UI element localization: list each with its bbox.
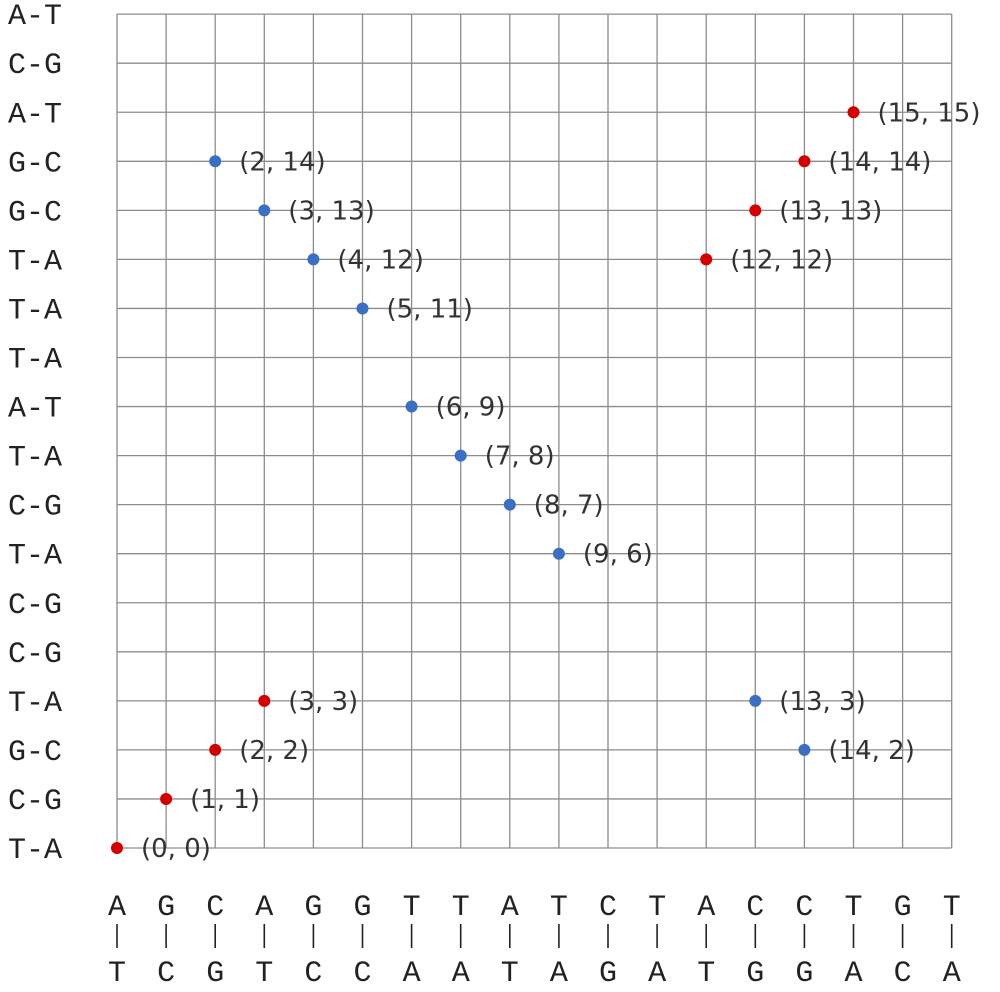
data-point-label: (1, 1) — [190, 785, 260, 815]
data-point-label: (9, 6) — [583, 540, 653, 570]
data-point — [405, 400, 418, 413]
data-point — [847, 106, 860, 119]
y-axis-label: T-A — [8, 294, 62, 328]
data-point-label: (5, 11) — [387, 294, 473, 324]
y-axis-label: G-C — [8, 196, 62, 230]
y-axis-label: C-G — [8, 638, 62, 672]
x-axis-bottom-base: A — [550, 957, 568, 991]
data-point — [160, 792, 173, 805]
x-axis-top-base: G — [157, 891, 175, 925]
data-points: (0, 0) (1, 1) (2, 2) (3, 3) (12, 12) (13, 13)… — [111, 98, 980, 864]
x-axis-bottom-base: G — [599, 957, 617, 991]
x-axis-bottom-base: A — [844, 957, 862, 991]
data-point — [749, 694, 762, 707]
data-point — [503, 498, 516, 511]
x-axis-bottom-base: T — [501, 957, 519, 991]
x-axis-top-base: G — [894, 891, 912, 925]
data-point-label: (14, 2) — [828, 736, 914, 766]
y-axis-label: C-G — [8, 491, 62, 525]
data-point — [749, 204, 762, 217]
data-point-label: (0, 0) — [141, 834, 211, 864]
data-point-label: (15, 15) — [878, 98, 981, 128]
data-point — [552, 547, 565, 560]
data-point-label: (8, 7) — [534, 491, 604, 521]
data-point-label: (13, 13) — [779, 196, 882, 226]
y-axis-label: G-C — [8, 736, 62, 770]
y-axis-label: A-T — [8, 98, 62, 132]
x-axis-top-base: A — [697, 891, 715, 925]
data-point-label: (4, 12) — [337, 245, 423, 275]
x-axis-top-base: T — [943, 891, 961, 925]
x-axis-bottom-base: C — [353, 957, 371, 991]
x-axis-bottom-base: A — [943, 957, 961, 991]
data-point-label: (7, 8) — [485, 442, 555, 472]
data-point — [258, 694, 271, 707]
x-axis-bottom-base: C — [304, 957, 322, 991]
data-point — [209, 155, 222, 168]
data-point — [258, 204, 271, 217]
x-axis-bottom-base: C — [894, 957, 912, 991]
data-point-label: (12, 12) — [730, 245, 833, 275]
x-axis-top-base: T — [403, 891, 421, 925]
data-point-label: (13, 3) — [779, 687, 865, 717]
data-point — [798, 155, 811, 168]
x-axis-top-base: A — [255, 891, 273, 925]
y-axis-label: A-T — [8, 0, 62, 34]
x-axis-top-base: G — [353, 891, 371, 925]
data-point — [209, 743, 222, 756]
x-axis-bottom-base: T — [108, 957, 126, 991]
x-axis-top-base: A — [108, 891, 126, 925]
data-point — [356, 302, 369, 315]
data-point-label: (2, 14) — [239, 147, 325, 177]
y-axis-label: T-A — [8, 834, 62, 868]
y-axis-label: G-C — [8, 147, 62, 181]
x-axis-top-base: G — [304, 891, 322, 925]
y-axis-label: A-T — [8, 393, 62, 427]
y-axis-label: C-G — [8, 785, 62, 819]
x-axis-bottom-base: G — [795, 957, 813, 991]
x-axis-top-base: C — [795, 891, 813, 925]
x-axis-top-base: C — [746, 891, 764, 925]
x-axis-bottom-base: C — [157, 957, 175, 991]
data-point — [700, 253, 713, 266]
x-axis-bottom-base: A — [452, 957, 470, 991]
y-axis-label: T-A — [8, 540, 62, 574]
x-axis-bottom-base: A — [648, 957, 666, 991]
data-point-label: (3, 3) — [288, 687, 358, 717]
data-point-label: (6, 9) — [436, 393, 506, 423]
data-point-label: (2, 2) — [239, 736, 309, 766]
x-axis-top-base: C — [206, 891, 224, 925]
x-axis-top-base: A — [501, 891, 519, 925]
x-axis-bottom-base: T — [255, 957, 273, 991]
y-axis-label: C-G — [8, 49, 62, 83]
y-axis-label: T-A — [8, 442, 62, 476]
x-axis-top-base: T — [648, 891, 666, 925]
y-axis-label: T-A — [8, 687, 62, 721]
x-axis-top-base: T — [452, 891, 470, 925]
x-axis-bottom-base: G — [206, 957, 224, 991]
y-axis-label: T-A — [8, 344, 62, 378]
x-axis-bottom-base: G — [746, 957, 764, 991]
x-axis-top-base: T — [844, 891, 862, 925]
data-point — [798, 743, 811, 756]
x-axis-bottom-base: A — [403, 957, 421, 991]
x-axis-top-base: C — [599, 891, 617, 925]
x-axis-top-base: T — [550, 891, 568, 925]
plot-grid — [116, 13, 953, 849]
data-point — [454, 449, 467, 462]
y-axis-label: T-A — [8, 245, 62, 279]
data-point-label: (14, 14) — [828, 147, 931, 177]
x-axis-bottom-base: T — [697, 957, 715, 991]
data-point-label: (3, 13) — [288, 196, 374, 226]
y-axis-base-pairs: T-A C-G G-C T-A C-G C-G T-A C-G T-A A-T T-A T-A T-A G… — [8, 0, 62, 868]
y-axis-label: C-G — [8, 589, 62, 623]
data-point — [307, 253, 320, 266]
data-point — [111, 842, 123, 854]
